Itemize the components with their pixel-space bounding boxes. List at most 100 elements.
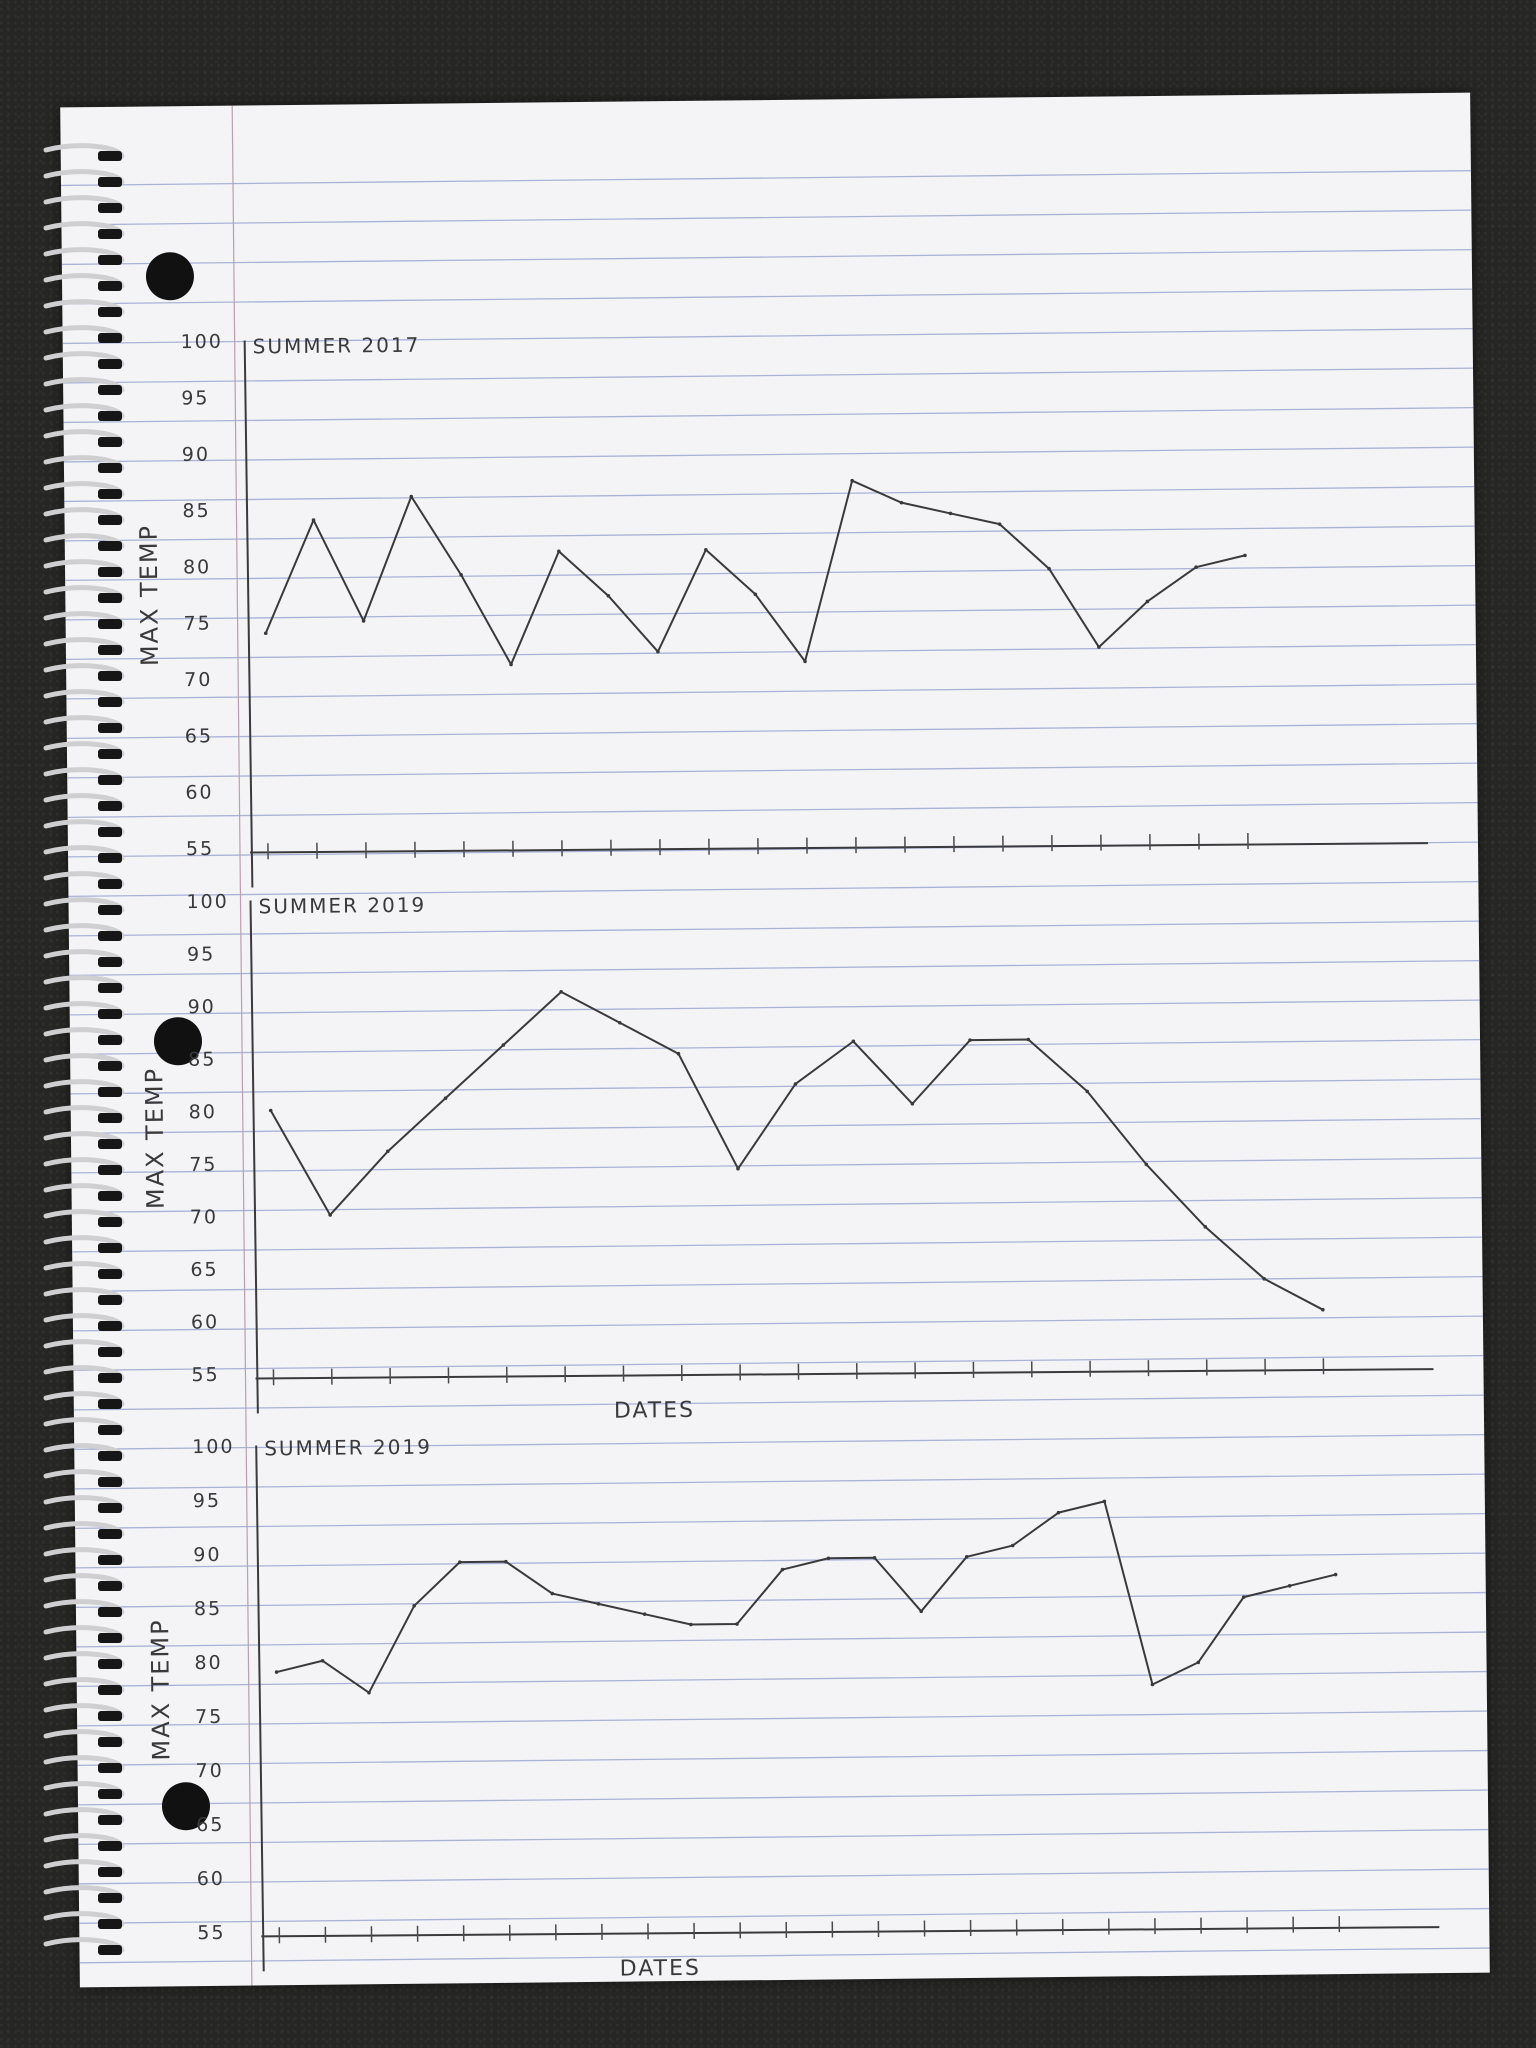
margin-line: [231, 105, 253, 1986]
ruled-line: [62, 328, 1473, 345]
y-tick-label: 75: [195, 1706, 223, 1728]
coil-hole: [98, 1269, 122, 1279]
y-axis-label: MAX TEMP: [140, 1067, 169, 1209]
ruled-line: [68, 920, 1479, 937]
y-tick-label: 70: [196, 1760, 224, 1782]
ruled-line: [67, 762, 1478, 779]
ruled-line: [68, 880, 1479, 898]
ruled-line: [72, 1236, 1483, 1253]
y-tick-label: 90: [188, 996, 216, 1018]
ruled-line: [61, 249, 1472, 266]
data-point: [1145, 599, 1150, 604]
data-point: [443, 1096, 448, 1100]
series-line: [264, 479, 1246, 666]
data-point: [1241, 1595, 1246, 1599]
coil-hole: [98, 151, 122, 161]
series-line: [275, 1500, 1337, 1694]
coil-hole: [98, 1945, 122, 1955]
coil-hole: [98, 1711, 122, 1721]
notebook-page: SUMMER 2017 100 95 90 85 80 75 70 65 60 55 MAX TEMP…: [60, 92, 1490, 1988]
chart-title: SUMMER 2019: [264, 1435, 432, 1461]
y-tick-label: 90: [182, 444, 210, 466]
coil-hole: [98, 905, 122, 915]
data-point: [676, 1051, 681, 1056]
data-point: [736, 1166, 740, 1171]
coil-hole: [98, 489, 122, 499]
series-line: [269, 990, 1324, 1311]
data-point: [606, 594, 611, 598]
coil-hole: [98, 1009, 122, 1019]
ruled-line: [69, 999, 1480, 1016]
ruled-line: [71, 1157, 1482, 1174]
data-point: [361, 619, 366, 623]
data-point: [1026, 1037, 1031, 1042]
data-point: [618, 1020, 622, 1025]
data-point: [1333, 1572, 1338, 1577]
ruled-line: [72, 1275, 1483, 1293]
data-point: [780, 1567, 785, 1572]
coil-hole: [98, 541, 122, 551]
data-point: [872, 1555, 877, 1560]
y-tick-label: 60: [197, 1868, 225, 1890]
y-tick-label: 95: [187, 943, 215, 965]
data-point: [386, 1149, 390, 1154]
ruled-line: [77, 1789, 1488, 1806]
chart-title: SUMMER 2017: [253, 333, 421, 359]
data-point: [793, 1082, 798, 1086]
coil-hole: [98, 333, 122, 343]
ruled-line: [63, 446, 1474, 463]
punch-hole: [161, 1782, 210, 1831]
ruled-line: [65, 604, 1476, 621]
coil-hole: [98, 1087, 122, 1097]
y-axis: [249, 900, 259, 1414]
chart-2: SUMMER 2019 100 95 90 85 80 75 70 65 60 55 MAX TEMP…: [140, 891, 1434, 1424]
ruled-line: [70, 1117, 1481, 1135]
y-tick-label: 85: [194, 1598, 222, 1620]
data-point: [997, 522, 1002, 526]
chart-title: SUMMER 2019: [258, 893, 426, 919]
y-tick-label: 100: [181, 331, 223, 353]
ruled-line: [77, 1710, 1488, 1727]
coil-hole: [98, 515, 122, 525]
ruled-line: [71, 1196, 1482, 1214]
coil-hole: [98, 1139, 122, 1149]
coil-hole: [98, 1789, 122, 1799]
coil-hole: [98, 931, 122, 941]
data-point: [504, 1559, 508, 1564]
chart-1: SUMMER 2017 100 95 90 85 80 75 70 65 60 55 MAX TEMP: [135, 331, 1428, 888]
coil-hole: [98, 255, 122, 265]
coil-hole: [98, 281, 122, 291]
ruled-line: [70, 1078, 1481, 1095]
data-point: [1262, 1277, 1266, 1281]
data-point: [1194, 565, 1198, 569]
coil-hole: [98, 1555, 122, 1565]
spiral-binding: [43, 143, 125, 1955]
ruled-line: [77, 1749, 1488, 1766]
y-tick-label: 80: [194, 1652, 222, 1674]
ruled-line: [75, 1512, 1486, 1530]
coil-hole: [98, 463, 122, 473]
coil-hole: [98, 801, 122, 811]
ruled-line: [63, 407, 1474, 424]
ruled-line: [76, 1670, 1487, 1687]
data-point: [1203, 1225, 1208, 1229]
y-tick-label: 55: [197, 1922, 225, 1944]
coil-hole: [98, 1919, 122, 1929]
data-point: [328, 1213, 332, 1217]
x-axis: [249, 842, 1428, 854]
y-tick-label: 70: [184, 669, 212, 691]
data-point: [910, 1101, 915, 1106]
coil-hole: [98, 1607, 122, 1617]
ruled-line: [73, 1394, 1484, 1411]
spiral-coils: [43, 143, 125, 1955]
coil-hole: [98, 1867, 122, 1877]
coil-hole: [98, 853, 122, 863]
y-tick-label: 95: [193, 1490, 221, 1512]
y-axis: [243, 340, 254, 888]
y-tick-label: 75: [183, 613, 211, 635]
ruled-line: [73, 1354, 1484, 1372]
coil-hole: [98, 1347, 122, 1357]
ruled-line: [63, 367, 1474, 384]
coil-hole: [98, 1165, 122, 1175]
coil-hole: [98, 1113, 122, 1123]
